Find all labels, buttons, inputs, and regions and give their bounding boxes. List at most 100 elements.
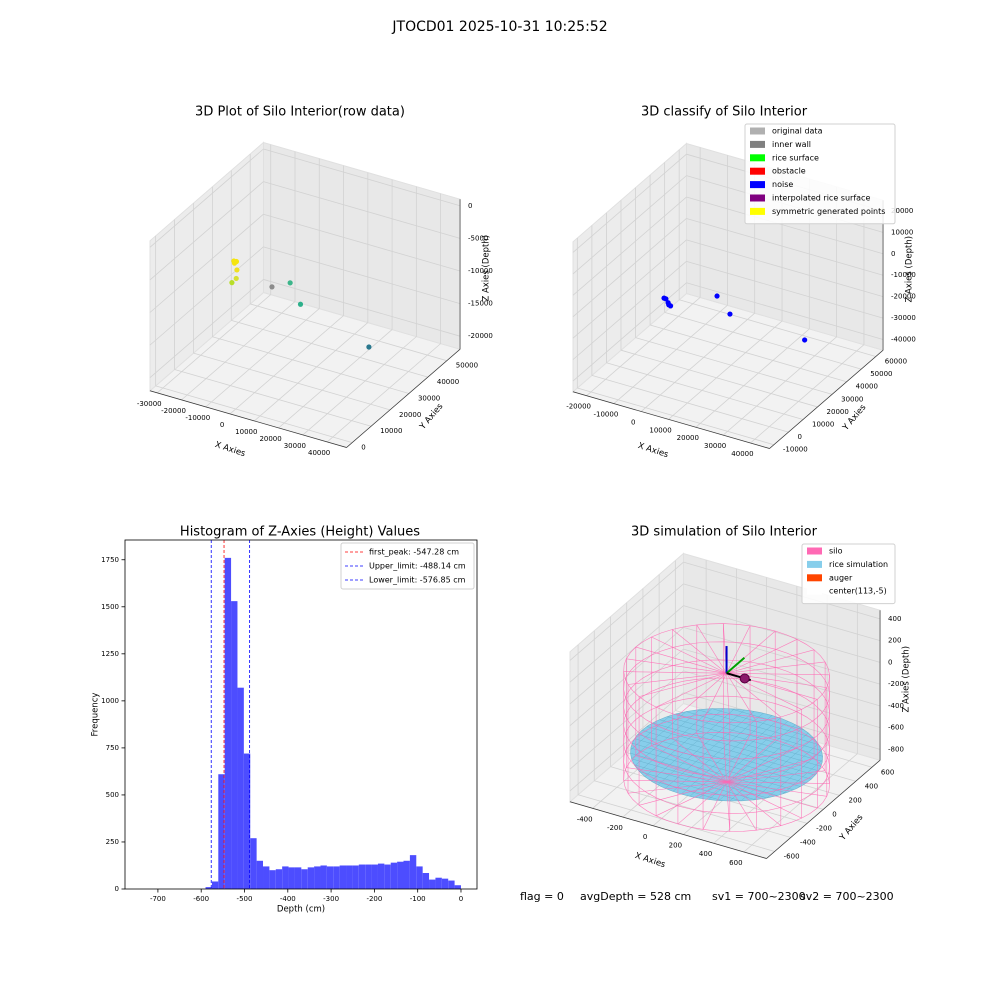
- hist-bar: [448, 880, 455, 889]
- z-tick-label: 0: [888, 658, 892, 666]
- legend-label: first_peak: -547.28 cm: [369, 548, 459, 557]
- grid-line: [569, 670, 684, 770]
- grid-line: [149, 181, 264, 281]
- hist-bar: [365, 864, 372, 889]
- chart-title: 3D Plot of Silo Interior(row data): [195, 105, 405, 120]
- grid-line: [683, 561, 881, 620]
- y-tick-label: 20000: [399, 411, 421, 419]
- hist-bar: [243, 753, 251, 889]
- x-tick-label: -700: [150, 895, 166, 903]
- silo-floor-line: [623, 779, 727, 783]
- silo-lid-line: [638, 672, 727, 697]
- legend-label: interpolated rice surface: [772, 194, 870, 203]
- z-tick-label: -600: [888, 724, 904, 732]
- y-tick-label: 50000: [456, 362, 478, 370]
- footer-flag: flag = 0: [520, 890, 564, 903]
- legend-box: [801, 543, 896, 605]
- grid-line: [577, 387, 775, 446]
- silo-lid-line: [726, 672, 830, 676]
- y-tick-label: 1000: [101, 697, 119, 705]
- silo-lid-line: [672, 629, 727, 674]
- legend-label: silo: [829, 547, 843, 556]
- y-axis-line: [766, 759, 881, 859]
- grid-line: [569, 692, 684, 792]
- z-tick-label: -20000: [468, 332, 493, 340]
- silo-floor-line: [726, 781, 782, 826]
- silo-floor-line: [626, 767, 727, 783]
- silo-floor-line: [635, 755, 727, 783]
- hist-bar: [256, 860, 264, 889]
- silo-lid-line: [651, 636, 727, 674]
- silo-floor-line: [726, 734, 751, 783]
- data-point: [714, 293, 720, 299]
- z-axis-label: Z Axies (Depth): [905, 236, 915, 303]
- rice-mesh: [697, 709, 819, 745]
- x-axis-line: [149, 390, 347, 448]
- silo-floor-line: [651, 745, 727, 783]
- x-tick-label: 30000: [284, 442, 306, 450]
- y-tick-label: -600: [784, 852, 800, 860]
- footer-sv1: sv1 = 700~2300: [712, 890, 806, 903]
- hist-bar: [422, 873, 430, 889]
- x-tick-label: -600: [193, 895, 209, 903]
- rice-mesh: [718, 728, 803, 801]
- hist-bar: [435, 877, 442, 889]
- grid-line: [263, 148, 461, 207]
- y-tick-label: 50000: [870, 370, 892, 378]
- y-axis-line: [769, 349, 884, 449]
- chart-title: 3D simulation of Silo Interior: [631, 525, 818, 540]
- legend-swatch: [807, 574, 822, 582]
- y-tick-label: -10000: [783, 446, 808, 454]
- x-tick-label: 30000: [704, 442, 726, 450]
- grid-line: [205, 308, 320, 408]
- hist-bar: [294, 867, 302, 889]
- y-tick-label: 750: [106, 744, 119, 752]
- y-tick-label: 600: [881, 768, 894, 776]
- data-point: [727, 311, 733, 317]
- grid-line: [572, 261, 687, 360]
- y-tick-label: 0: [115, 885, 119, 893]
- grid-line: [569, 648, 684, 748]
- x-tick-label: 400: [699, 850, 712, 858]
- hist-bar: [326, 866, 334, 889]
- silo-lid-line: [626, 658, 727, 674]
- legend-box: [744, 123, 896, 225]
- silo-floor-line: [726, 747, 798, 783]
- hist-bar: [211, 881, 219, 889]
- chart-title: Histogram of Z-Axies (Height) Values: [180, 525, 420, 540]
- silo-lid-line: [627, 672, 727, 685]
- y-tick-label: 1250: [101, 650, 119, 658]
- silo-lid-line: [726, 672, 782, 718]
- grid-line: [649, 324, 847, 383]
- y-tick-label: 30000: [418, 394, 440, 402]
- hist-bar: [397, 861, 404, 889]
- legend-label: Lower_limit: -576.85 cm: [369, 576, 466, 585]
- grid-line: [683, 627, 881, 685]
- grid-line: [572, 218, 687, 318]
- grid-line: [686, 260, 884, 319]
- legend-swatch: [750, 167, 765, 175]
- grid-line: [263, 213, 461, 272]
- silo-floor-line: [723, 732, 727, 782]
- legend-swatch: [750, 127, 765, 135]
- hist-bar: [320, 865, 327, 889]
- footer-depth: avgDepth = 528 cm: [580, 890, 691, 903]
- hist-bar: [429, 879, 436, 889]
- hist-bar: [205, 887, 212, 889]
- grid-line: [606, 362, 804, 420]
- x-tick-label: 10000: [235, 428, 257, 436]
- hist-bar: [441, 878, 449, 889]
- silo-floor-line: [726, 781, 731, 832]
- data-point: [233, 258, 240, 265]
- hist-bar: [454, 885, 461, 889]
- x-axis-line: [572, 391, 770, 449]
- x-tick-label: 200: [669, 842, 682, 850]
- x-tick-label: -400: [280, 895, 296, 903]
- hist-bar: [224, 557, 232, 889]
- y-tick-label: 10000: [380, 427, 402, 435]
- silo-floor-line: [726, 781, 830, 784]
- z-tick-label: -800: [888, 745, 904, 753]
- grid-line: [683, 648, 881, 707]
- x-tick-label: 20000: [259, 435, 281, 443]
